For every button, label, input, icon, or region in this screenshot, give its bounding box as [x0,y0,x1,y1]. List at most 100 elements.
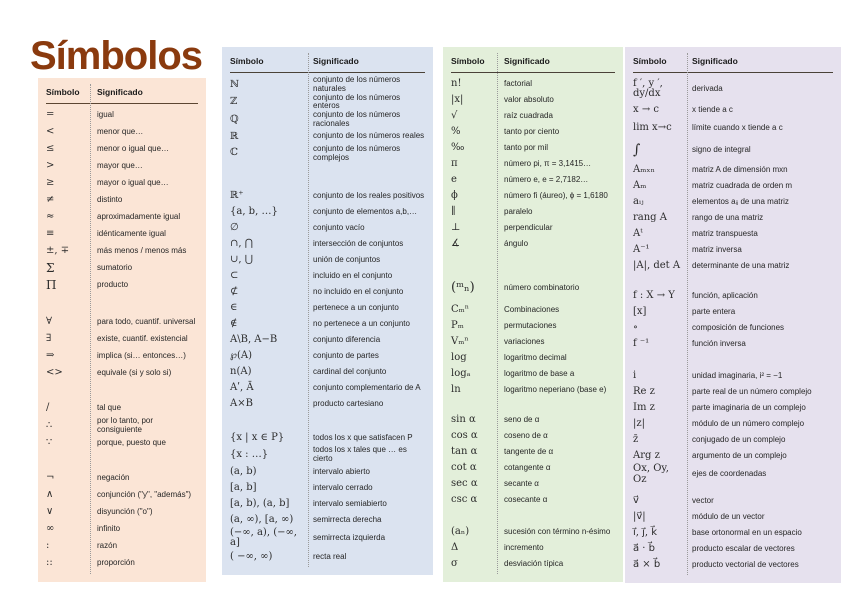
symbol-cell: > [46,160,55,172]
row-spacer [451,508,615,524]
symbol-cell: (aₙ) [451,525,470,537]
table-row: Cₘⁿ Combinaciones [451,302,615,318]
symbol-cell: :: [46,556,53,568]
table-row: (ᵐₙ) número combinatorio [451,274,615,302]
symbol-cell: ‰ [451,141,465,153]
table-rows: f ′, y ′, dy/dx derivada x → c x tiende … [633,76,833,573]
symbol-cell: (a, b) [230,465,257,477]
table-row: > mayor que… [46,158,198,175]
meaning-cell: parte real de un número complejo [692,386,812,396]
meaning-cell: función, aplicación [692,290,758,300]
meaning-cell: conjunto de los números complejos [313,143,401,162]
table-row: cos α coseno de α [451,428,615,444]
table-row: ∡ ángulo [451,236,615,252]
symbol-cell: ±, ∓ [46,245,70,257]
table-row: ln logaritmo neperiano (base e) [451,382,615,398]
table-row: e número e, e = 2,7182… [451,172,615,188]
table-row: ≈ aproximadamente igual [46,209,198,226]
symbol-cell: Aʹ, Ā [230,382,254,394]
row-spacer [633,274,833,288]
table-row: ≡ idénticamente igual [46,226,198,243]
meaning-cell: base ortonormal en un espacio [692,527,802,537]
symbol-cell: Ox, Oy, Oz [633,463,669,485]
table-row: : razón [46,538,198,555]
table-row: |v⃗| módulo de un vector [633,509,833,525]
symbol-column-header: Símbolo [230,56,264,66]
row-spacer [46,294,198,314]
row-spacer [230,412,425,430]
meaning-cell: coseno de α [504,430,548,440]
table-row: ∴ por lo tanto, por consiguiente [46,416,198,435]
table-row: (a, ∞), [a, ∞) semirrecta derecha [230,512,425,528]
table-row: A\B, A−B conjunto diferencia [230,332,425,348]
symbol-cell: cot α [451,461,477,473]
symbol-cell: ∩, ⋂ [230,238,253,250]
table-row: |x| valor absoluto [451,92,615,108]
meaning-cell: semirrecta derecha [313,514,382,524]
symbol-cell: ∈ [230,302,238,314]
meaning-cell: incremento [504,542,544,552]
meaning-cell: conjunto de los números reales [313,131,425,141]
table-row: (−∞, a), (−∞, a] semirrecta izquierda [230,527,425,549]
table-row: a⃗ · b⃗ producto escalar de vectores [633,541,833,557]
table-row: n(A) cardinal del conjunto [230,364,425,380]
table-row: Π producto [46,277,198,294]
table-row: A×B producto cartesiano [230,396,425,412]
symbol-cell: Vₘⁿ [451,335,469,347]
symbol-column-header: Símbolo [451,56,485,66]
symbol-cell: {x | x ∈ P} [230,432,285,444]
symbol-column-header: Símbolo [46,87,80,97]
symbol-cell: ln [451,383,461,395]
table-row: ±, ∓ más menos / menos más [46,243,198,260]
symbol-cell: σ [451,557,458,569]
symbol-cell: v⃗ [633,494,639,506]
symbol-cell: ≈ [46,211,55,223]
meaning-cell: no incluido en el conjunto [313,286,404,296]
meaning-cell: sumatorio [97,263,133,273]
table-row: Arg z argumento de un complejo [633,448,833,464]
meaning-cell: conjugado de un complejo [692,434,786,444]
meaning-cell: tangente de α [504,446,554,456]
table-row: ∩, ⋂ intersección de conjuntos [230,236,425,252]
row-spacer [451,252,615,274]
table-row: ¬ negación [46,470,198,487]
table-row: Ox, Oy, Oz ejes de coordenadas [633,463,833,485]
meaning-cell: conjunto de partes [313,350,379,360]
meaning-cell: igual [97,110,114,120]
meaning-cell: recta real [313,551,347,561]
symbol-cell: x → c [633,103,659,115]
table-header: Símbolo Significado [230,53,425,73]
meaning-cell: Combinaciones [504,304,560,314]
table-row: |A|, det A determinante de una matriz [633,258,833,274]
symbol-cell: [a, b] [230,481,257,493]
meaning-cell: variaciones [504,336,545,346]
symbol-cell: ⊥ [451,221,461,233]
meaning-cell: logaritmo decimal [504,352,567,362]
meaning-cell: equivale (si y solo si) [97,368,172,378]
meaning-cell: desviación típica [504,558,564,568]
table-row: ⊄ no incluido en el conjunto [230,284,425,300]
meaning-cell: producto escalar de vectores [692,543,795,553]
table-row: i⃗, j⃗, k⃗ base ortonormal en un espacio [633,525,833,541]
meaning-cell: paralelo [504,206,533,216]
meaning-cell: ángulo [504,238,529,248]
symbol-cell: π [451,157,458,169]
meaning-cell: número pi, π = 3,1415… [504,158,592,168]
table-row: ∥ paralelo [451,204,615,220]
symbol-cell: {a, b, …} [230,206,278,218]
meaning-cell: composición de funciones [692,322,785,332]
meaning-column-header: Significado [97,87,143,97]
symbol-cell: {x : …} [230,448,269,460]
table-row: n! factorial [451,76,615,92]
table-row: f ′, y ′, dy/dx derivada [633,76,833,102]
symbol-cell: ∵ [46,436,53,448]
symbol-cell: a⃗ · b⃗ [633,542,656,554]
symbol-cell: ℂ [230,147,238,159]
table-row: ∘ composición de funciones [633,320,833,336]
meaning-cell: número combinatorio [504,282,580,292]
table-header: Símbolo Significado [633,53,833,73]
symbol-cell: [a, b), (a, b] [230,497,290,509]
symbol-cell: √ [451,109,458,121]
column-divider [90,84,91,574]
symbol-cell: A\B, A−B [230,334,278,346]
